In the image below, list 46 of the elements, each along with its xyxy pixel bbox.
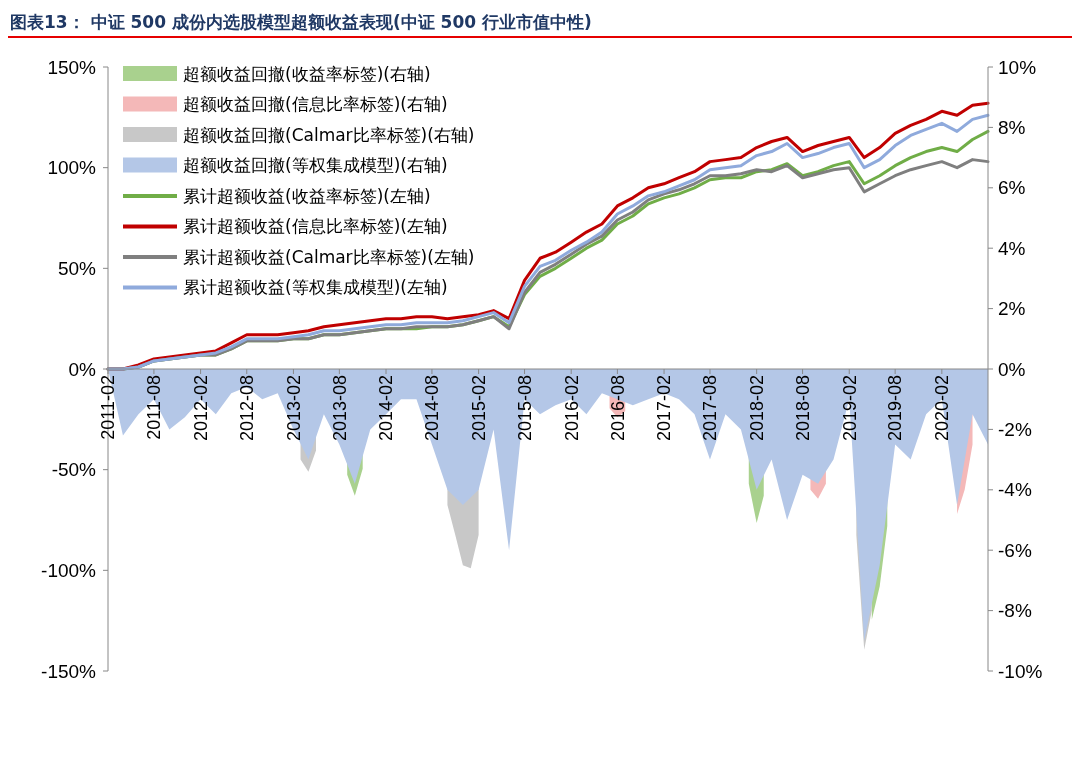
- x-tick-label: 2016-08: [607, 375, 628, 442]
- y-tick-label: -100%: [41, 559, 97, 581]
- y2-tick-label: 4%: [998, 237, 1026, 259]
- y2-tick-label: -10%: [998, 660, 1043, 682]
- x-tick-label: 2013-08: [329, 375, 350, 442]
- x-tick-label: 2011-02: [98, 375, 119, 440]
- chart-title: 图表13： 中证 500 成份内选股模型超额收益表现(中证 500 行业市值中性): [10, 12, 592, 32]
- x-tick-label: 2015-08: [514, 375, 535, 442]
- y-tick-label: 50%: [57, 257, 97, 279]
- x-tick-label: 2018-08: [792, 375, 813, 442]
- y2-tick-label: 6%: [998, 177, 1026, 199]
- legend-label: 累计超额收益(等权集成模型)(左轴): [183, 277, 448, 298]
- x-tick-label: 2015-02: [468, 375, 489, 442]
- legend-label: 超额收益回撤(等权集成模型)(右轴): [183, 155, 448, 176]
- y2-tick-label: -4%: [998, 479, 1032, 501]
- x-tick-label: 2014-08: [422, 375, 443, 442]
- legend-label: 超额收益回撤(Calmar比率标签)(右轴): [183, 124, 475, 145]
- x-tick-label: 2014-02: [376, 375, 397, 442]
- x-tick-label: 2018-02: [746, 375, 767, 442]
- y-tick-label: -50%: [51, 459, 97, 481]
- y-tick-label: 150%: [47, 56, 97, 78]
- y2-tick-label: 10%: [998, 56, 1037, 78]
- y2-tick-label: 0%: [998, 358, 1026, 380]
- legend-label: 累计超额收益(Calmar比率标签)(左轴): [183, 246, 475, 267]
- x-tick-label: 2012-08: [237, 375, 258, 442]
- y-tick-label: 100%: [47, 157, 97, 179]
- x-tick-label: 2016-02: [561, 375, 582, 442]
- legend-label: 累计超额收益(收益率标签)(左轴): [183, 185, 431, 206]
- legend-label: 超额收益回撤(收益率标签)(右轴): [183, 63, 431, 84]
- y2-tick-label: 8%: [998, 117, 1026, 139]
- y2-tick-label: -8%: [998, 600, 1032, 622]
- x-tick-label: 2011-08: [144, 375, 165, 440]
- x-tick-label: 2019-02: [839, 375, 860, 442]
- x-tick-label: 2012-02: [190, 375, 211, 442]
- y2-tick-label: 2%: [998, 298, 1026, 320]
- y-tick-label: 0%: [68, 358, 97, 380]
- x-tick-label: 2019-08: [885, 375, 906, 442]
- y-tick-label: -150%: [41, 660, 97, 682]
- x-tick-label: 2017-08: [700, 375, 721, 442]
- x-tick-label: 2020-02: [932, 375, 953, 442]
- legend-label: 累计超额收益(信息比率标签)(左轴): [183, 216, 448, 237]
- legend-label: 超额收益回撤(信息比率标签)(右轴): [183, 94, 448, 115]
- y2-tick-label: -6%: [998, 539, 1032, 561]
- x-tick-label: 2013-02: [283, 375, 304, 442]
- x-tick-label: 2017-02: [654, 375, 675, 442]
- y2-tick-label: -2%: [998, 419, 1032, 441]
